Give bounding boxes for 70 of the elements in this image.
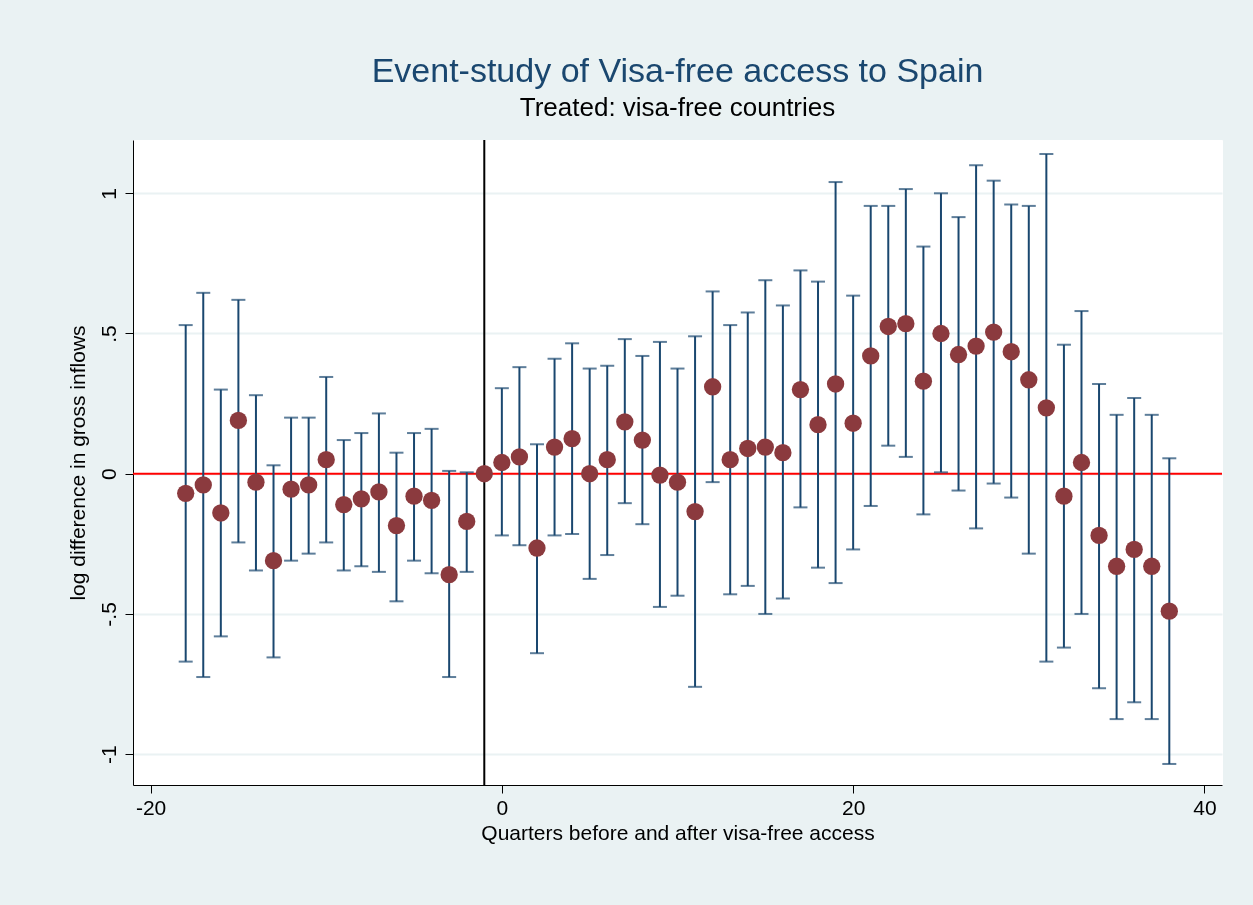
- point: [756, 438, 774, 456]
- point: [194, 476, 212, 494]
- point: [212, 504, 230, 522]
- point: [1020, 371, 1038, 389]
- point: [774, 444, 792, 462]
- y-axis-title: log difference in gross inflows: [65, 325, 89, 601]
- point: [247, 473, 265, 491]
- point: [1143, 557, 1161, 575]
- point: [1037, 399, 1056, 417]
- point: [458, 512, 476, 531]
- point: [493, 453, 511, 472]
- point: [475, 465, 493, 483]
- x-tick-label: 40: [1193, 795, 1217, 819]
- point: [387, 516, 406, 535]
- point: [264, 552, 283, 570]
- point: [282, 480, 300, 498]
- point: [545, 438, 564, 456]
- point: [335, 495, 353, 514]
- point: [1002, 343, 1020, 361]
- point: [668, 473, 687, 491]
- point: [510, 448, 529, 466]
- point: [1072, 453, 1091, 472]
- y-tick-label: 0: [96, 468, 120, 481]
- point: [1160, 602, 1178, 620]
- point: [405, 487, 423, 505]
- y-tick-label: -1: [96, 745, 120, 764]
- point: [633, 431, 652, 449]
- point: [370, 483, 388, 501]
- point: [1055, 487, 1073, 505]
- point: [686, 502, 704, 521]
- point: [563, 430, 581, 448]
- point: [879, 317, 897, 336]
- point: [299, 476, 318, 494]
- point: [581, 465, 599, 483]
- point: [949, 345, 968, 364]
- x-tick-label: 20: [841, 795, 866, 819]
- point: [352, 490, 370, 508]
- x-tick-label: -20: [135, 795, 167, 819]
- point: [1090, 526, 1108, 545]
- point: [914, 372, 933, 390]
- point: [229, 411, 248, 430]
- x-axis-title: Quarters before and after visa-free access: [481, 820, 875, 844]
- chart-title: Event-study of Visa-free access to Spain: [371, 51, 984, 89]
- x-tick-label: 0: [496, 795, 509, 819]
- point: [177, 484, 195, 502]
- point: [844, 414, 862, 432]
- point: [598, 451, 616, 469]
- point: [440, 566, 458, 584]
- point: [317, 451, 335, 469]
- point: [897, 315, 915, 333]
- point: [826, 375, 845, 393]
- point: [703, 378, 722, 396]
- point: [932, 324, 950, 343]
- point: [721, 451, 739, 469]
- y-tick-label: .5: [96, 325, 120, 343]
- point: [651, 466, 669, 484]
- point: [967, 337, 985, 355]
- point: [985, 323, 1003, 341]
- y-tick-label: -.5: [96, 602, 120, 627]
- point: [1125, 540, 1143, 559]
- point: [791, 380, 810, 399]
- point: [1107, 557, 1126, 575]
- point: [616, 413, 634, 431]
- point: [422, 491, 441, 509]
- point: [739, 439, 757, 458]
- chart-subtitle: Treated: visa-free countries: [519, 92, 836, 122]
- point: [809, 416, 827, 434]
- y-tick-label: 1: [96, 187, 120, 200]
- point: [862, 347, 880, 365]
- point: [528, 539, 546, 557]
